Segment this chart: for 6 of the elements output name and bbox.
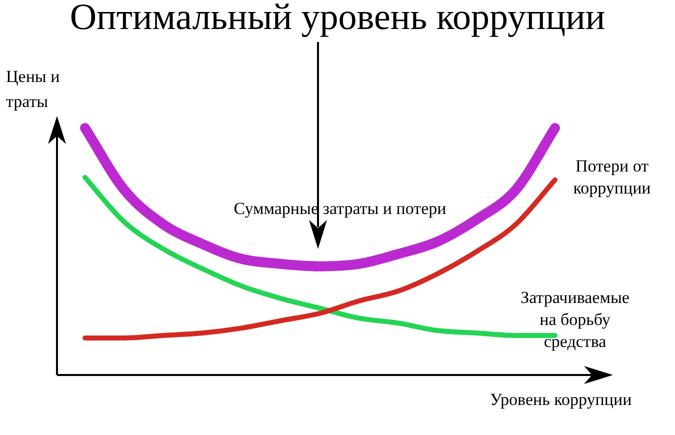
series-label: Суммарные затраты и потери [234, 198, 446, 218]
chart-title: Оптимальный уровень коррупции [68, 0, 606, 39]
series-label: Потери от коррупции [573, 156, 651, 198]
series-label: Затрачиваемые на борьбу средства [520, 288, 630, 351]
x-axis-title: Уровень коррупции [490, 390, 632, 410]
y-axis-title: Цены и траты [6, 66, 61, 113]
